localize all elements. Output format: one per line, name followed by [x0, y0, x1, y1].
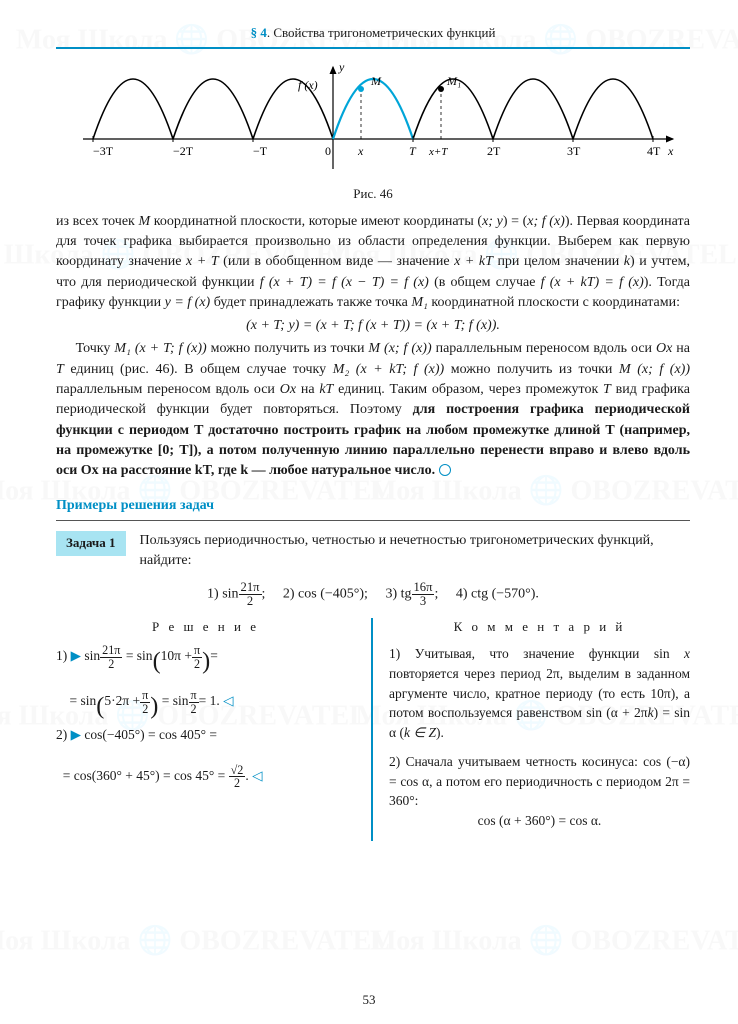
comment-heading: К о м м е н т а р и й — [389, 618, 690, 637]
examples-heading: Примеры решения задач — [56, 496, 690, 516]
section-header: § 4. Свойства тригонометрических функций — [56, 24, 690, 43]
task-badge: Задача 1 — [56, 531, 126, 556]
svg-text:−3T: −3T — [93, 144, 114, 158]
play-icon: ▶ — [71, 646, 81, 666]
task-items: 1) sin21π2; 2) cos (−405°); 3) tg16π3; 4… — [56, 581, 690, 607]
svg-text:3T: 3T — [567, 144, 581, 158]
end-icon: ◁ — [252, 766, 262, 786]
examples-rule — [56, 520, 690, 521]
header-rule — [56, 47, 690, 49]
svg-text:M: M — [370, 74, 382, 88]
svg-text:M₁: M₁ — [446, 74, 461, 88]
page-number: 53 — [0, 991, 738, 1010]
svg-text:x+T: x+T — [428, 146, 448, 158]
svg-text:−T: −T — [253, 144, 268, 158]
solution-2: 2) ▶ cos(−405°) = cos 405° = = cos(360° … — [56, 725, 355, 789]
body-paragraph-1: из всех точек M координатной плоскости, … — [56, 212, 690, 313]
svg-text:f (x): f (x) — [298, 78, 318, 92]
svg-text:4T: 4T — [647, 144, 661, 158]
solution-heading: Р е ш е н и е — [56, 618, 355, 637]
end-mark-icon — [439, 464, 451, 476]
solution-1: 1) ▶ sin21π2 = sin(10π +π2)= = sin(5·2π … — [56, 644, 355, 714]
section-title: . Свойства тригонометрических функций — [267, 25, 496, 40]
task-intro: Пользуясь периодичностью, четностью и не… — [140, 531, 691, 572]
svg-text:x: x — [357, 144, 364, 158]
svg-text:2T: 2T — [487, 144, 501, 158]
task-1: Задача 1 Пользуясь периодичностью, четно… — [56, 531, 690, 572]
svg-text:x: x — [667, 144, 674, 158]
end-icon: ◁ — [223, 691, 233, 711]
comment-column: К о м м е н т а р и й 1) Учитывая, что з… — [373, 618, 690, 841]
svg-text:0: 0 — [325, 144, 331, 158]
svg-text:T: T — [409, 144, 417, 158]
centered-equation: (x + T; y) = (x + T; f (x + T)) = (x + T… — [56, 316, 690, 336]
play-icon: ▶ — [71, 725, 81, 745]
svg-text:−2T: −2T — [173, 144, 194, 158]
section-number: § 4 — [251, 25, 267, 40]
comment-2: 2) Сначала учитываем четность косинуса: … — [389, 752, 690, 830]
comment-1: 1) Учитывая, что значение функции sin x … — [389, 644, 690, 742]
solution-comment-columns: Р е ш е н и е 1) ▶ sin21π2 = sin(10π +π2… — [56, 618, 690, 841]
figure-caption: Рис. 46 — [56, 185, 690, 204]
figure-46: y x f (x) M M₁ −3T −2T −T 0 x T x+T 2T 3… — [56, 59, 690, 179]
solution-column: Р е ш е н и е 1) ▶ sin21π2 = sin(10π +π2… — [56, 618, 373, 841]
svg-text:y: y — [338, 60, 345, 74]
body-paragraph-2: Точку M₁ (x + T; f (x)) можно получить и… — [56, 339, 690, 481]
